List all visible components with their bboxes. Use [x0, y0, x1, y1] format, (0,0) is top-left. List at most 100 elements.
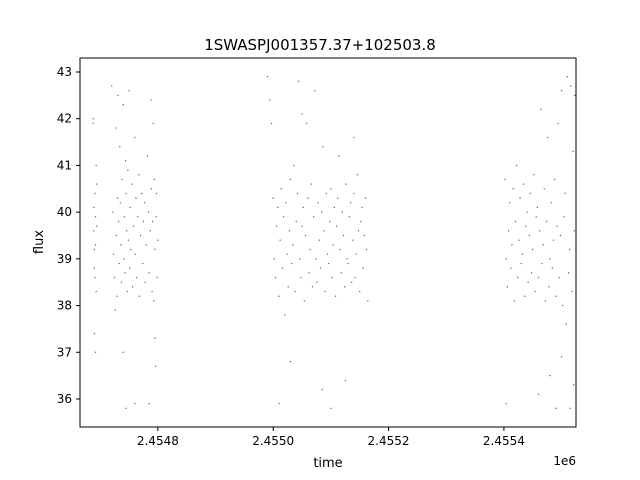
data-point	[96, 225, 98, 227]
data-point	[93, 267, 96, 269]
y-tick-label: 39	[57, 252, 72, 266]
data-point	[362, 267, 364, 269]
data-point	[124, 272, 126, 274]
data-point	[350, 281, 353, 283]
data-point	[330, 407, 332, 410]
data-point	[121, 178, 123, 181]
data-point	[353, 192, 355, 195]
data-point	[519, 197, 521, 199]
data-point	[93, 206, 95, 209]
data-point	[344, 286, 346, 288]
data-point	[528, 234, 530, 237]
data-point	[125, 192, 127, 195]
data-point	[505, 258, 507, 260]
data-point	[330, 188, 332, 190]
data-point	[128, 267, 131, 269]
data-point	[156, 276, 158, 279]
data-point	[131, 286, 134, 288]
data-point	[275, 225, 278, 227]
data-point	[365, 248, 368, 251]
data-point	[525, 225, 527, 227]
y-axis: 36 37 38 39 40 41 42 43	[57, 65, 80, 406]
data-point	[354, 276, 356, 279]
data-point	[305, 122, 308, 125]
data-point	[93, 332, 96, 335]
data-point	[356, 174, 359, 176]
data-point	[123, 258, 125, 260]
data-point	[142, 262, 144, 265]
data-point	[319, 267, 322, 269]
data-point	[533, 174, 535, 176]
data-point	[112, 253, 115, 255]
data-point	[357, 230, 360, 232]
data-point	[321, 388, 323, 391]
data-point	[134, 136, 136, 139]
data-point	[281, 267, 284, 269]
data-point	[571, 290, 573, 293]
data-point	[536, 206, 539, 209]
data-point	[347, 262, 349, 265]
data-point	[120, 281, 123, 283]
data-point	[529, 192, 532, 195]
data-point	[123, 216, 126, 218]
data-point	[507, 230, 510, 232]
data-point	[154, 365, 157, 367]
data-point	[134, 402, 136, 405]
data-point	[510, 267, 512, 269]
data-point	[119, 146, 121, 148]
data-point	[293, 164, 295, 167]
data-point	[152, 122, 154, 125]
data-point	[299, 258, 301, 260]
data-point	[308, 272, 310, 274]
data-point	[127, 239, 130, 241]
data-point	[93, 248, 96, 251]
data-point	[295, 220, 297, 223]
data-point	[307, 197, 309, 199]
data-point	[505, 402, 507, 405]
data-point	[280, 188, 282, 190]
data-point	[156, 192, 158, 195]
data-point	[138, 174, 140, 176]
data-point	[327, 262, 330, 265]
data-point	[142, 220, 145, 223]
data-point	[147, 211, 150, 213]
data-point	[136, 216, 139, 218]
data-point	[320, 211, 323, 213]
data-point	[322, 146, 324, 148]
y-tick-label: 40	[57, 205, 72, 219]
data-point	[153, 300, 155, 302]
data-point	[117, 220, 120, 223]
data-point	[131, 183, 133, 185]
data-point	[553, 178, 556, 181]
data-point	[304, 234, 307, 237]
data-point	[512, 188, 514, 190]
x-tick-label: 2.4550	[252, 434, 294, 448]
data-point	[520, 262, 522, 265]
data-point	[148, 272, 150, 274]
data-point	[292, 244, 294, 246]
data-point	[340, 272, 342, 274]
data-point	[114, 309, 116, 311]
data-point	[94, 351, 97, 353]
data-point	[282, 216, 285, 218]
data-point	[523, 295, 526, 297]
data-point	[545, 220, 548, 223]
data-point	[138, 295, 141, 297]
y-tick-label: 37	[57, 345, 72, 359]
data-point	[286, 253, 288, 255]
data-point	[521, 253, 524, 255]
data-point	[532, 248, 534, 251]
data-point	[125, 407, 127, 410]
y-tick-label: 38	[57, 299, 72, 313]
data-point	[122, 351, 124, 353]
data-point	[129, 206, 131, 209]
data-point	[96, 183, 98, 185]
data-point	[338, 155, 340, 157]
data-point	[92, 118, 94, 120]
data-point	[274, 276, 277, 279]
data-point	[141, 192, 143, 195]
data-point	[329, 220, 331, 223]
data-point	[537, 276, 540, 279]
data-point	[117, 94, 119, 97]
